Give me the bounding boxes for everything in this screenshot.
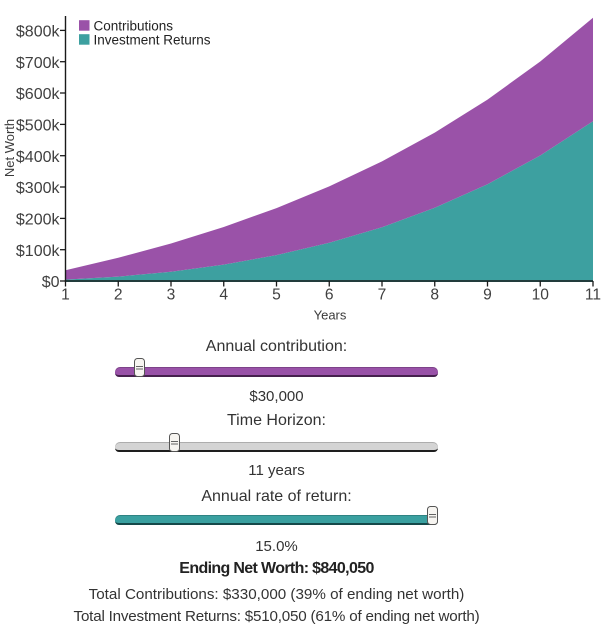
svg-text:11: 11 [585,287,601,304]
svg-text:Net Worth: Net Worth [2,119,17,177]
svg-text:Contributions: Contributions [94,18,174,33]
svg-text:$300k: $300k [16,180,61,197]
svg-text:$100k: $100k [16,243,61,260]
svg-text:6: 6 [325,287,334,304]
svg-text:10: 10 [532,287,550,304]
svg-text:Years: Years [314,308,347,323]
svg-text:$0: $0 [42,274,60,291]
svg-text:7: 7 [378,287,387,304]
svg-text:$800k: $800k [16,24,61,41]
svg-text:4: 4 [219,287,228,304]
svg-text:$600k: $600k [16,86,61,103]
svg-text:1: 1 [61,287,70,304]
svg-text:3: 3 [167,287,176,304]
svg-text:8: 8 [430,287,439,304]
svg-text:Investment Returns: Investment Returns [94,32,211,47]
svg-text:9: 9 [483,287,492,304]
svg-text:$200k: $200k [16,212,61,229]
svg-text:$500k: $500k [16,118,61,135]
svg-text:$700k: $700k [16,55,61,72]
svg-text:5: 5 [272,287,281,304]
svg-text:$400k: $400k [16,149,61,166]
svg-text:2: 2 [114,287,123,304]
